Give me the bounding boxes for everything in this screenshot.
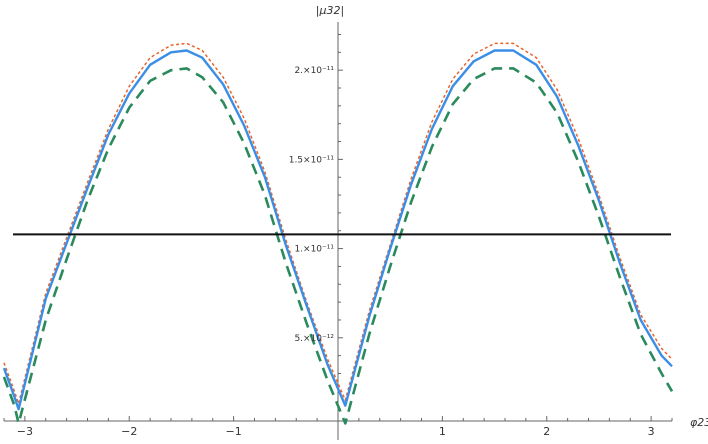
axis-labels: −3 −2 −1 1 2 3 5.×10⁻¹² 1.×10⁻¹¹ 1.5×10⁻¹¹ 2.×10⁻… <box>17 4 708 438</box>
axes <box>3 22 673 440</box>
x-tick-label: 1 <box>439 425 446 438</box>
y-axis-label: |μ32| <box>316 4 344 17</box>
x-tick-label: 3 <box>648 425 655 438</box>
x-tick-label: −2 <box>121 425 137 438</box>
y-tick-label: 1.×10⁻¹¹ <box>294 245 334 255</box>
x-tick-label: −3 <box>17 425 33 438</box>
y-tick-label: 2.×10⁻¹¹ <box>294 66 334 76</box>
x-axis-label: φ23 <box>690 416 708 429</box>
y-tick-label: 5.×10⁻¹² <box>294 334 334 344</box>
x-tick-label: −1 <box>226 425 242 438</box>
series-layer <box>2 42 674 425</box>
series-line-dotted <box>3 42 673 405</box>
y-tick-label: 1.5×10⁻¹¹ <box>289 155 335 165</box>
x-tick-label: 2 <box>543 425 550 438</box>
series-line-solid <box>2 49 673 411</box>
